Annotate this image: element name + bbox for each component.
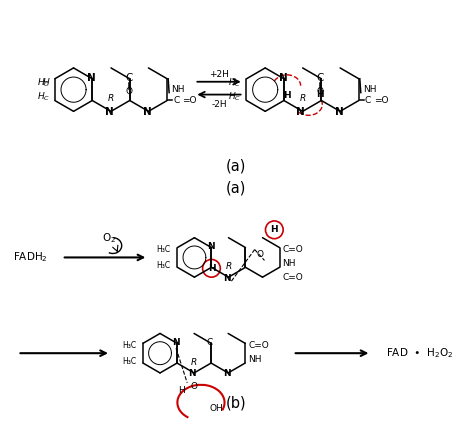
Text: H: H (271, 225, 278, 234)
Text: NH: NH (283, 259, 296, 268)
Text: N: N (279, 73, 287, 83)
Text: H: H (178, 386, 185, 395)
Text: C: C (207, 338, 213, 347)
Text: N: N (188, 369, 196, 378)
Text: R: R (300, 94, 306, 103)
Text: C: C (173, 96, 179, 105)
Text: $\mathit{H_C}$: $\mathit{H_C}$ (37, 77, 50, 89)
Text: N: N (105, 108, 113, 117)
Text: H₃C: H₃C (122, 341, 137, 350)
Text: $\mathit{H_C}$: $\mathit{H_C}$ (37, 90, 50, 103)
Text: $\mathit{H_C}$: $\mathit{H_C}$ (228, 90, 242, 103)
Text: NH: NH (248, 355, 262, 364)
Text: (a): (a) (226, 158, 246, 173)
Text: OH: OH (210, 404, 224, 413)
Text: N: N (223, 369, 231, 378)
Text: NH: NH (363, 85, 376, 94)
Text: R: R (108, 94, 114, 103)
Text: H: H (208, 264, 215, 273)
Text: O: O (317, 87, 324, 96)
Text: -2H: -2H (211, 100, 227, 109)
Text: (a): (a) (226, 181, 246, 196)
Text: H: H (317, 90, 324, 99)
Text: NH: NH (171, 85, 184, 94)
Text: (b): (b) (226, 395, 246, 410)
Text: N: N (172, 338, 180, 347)
Text: =O: =O (374, 96, 388, 105)
Text: C: C (125, 73, 132, 83)
Text: R: R (191, 358, 197, 366)
Text: C: C (365, 96, 371, 105)
Text: FAD  $\bullet$  H$_2$O$_2$: FAD $\bullet$ H$_2$O$_2$ (386, 346, 454, 360)
Text: +2H: +2H (209, 71, 229, 79)
Text: C=O: C=O (283, 245, 303, 254)
Text: N: N (335, 108, 344, 117)
Text: N: N (223, 273, 230, 283)
Text: C: C (317, 73, 324, 83)
Text: H₃C: H₃C (157, 261, 171, 270)
Text: H: H (283, 91, 291, 100)
Text: FADH$_2$: FADH$_2$ (13, 251, 48, 264)
Text: C=O: C=O (248, 341, 269, 350)
Text: N: N (87, 73, 96, 83)
Text: N: N (143, 108, 152, 117)
Text: O: O (191, 382, 198, 391)
Text: H₃C: H₃C (122, 356, 137, 366)
Text: N: N (207, 242, 214, 251)
Text: $\mathit{H_C}$: $\mathit{H_C}$ (228, 77, 242, 89)
Text: N: N (296, 108, 305, 117)
Text: C=O: C=O (283, 273, 303, 282)
Text: =O: =O (182, 96, 196, 105)
Text: O: O (256, 250, 263, 259)
Text: H₃C: H₃C (157, 245, 171, 254)
Text: O$_2$: O$_2$ (102, 231, 116, 245)
Text: O: O (125, 87, 132, 96)
Text: R: R (225, 262, 232, 271)
Text: H: H (43, 78, 50, 87)
